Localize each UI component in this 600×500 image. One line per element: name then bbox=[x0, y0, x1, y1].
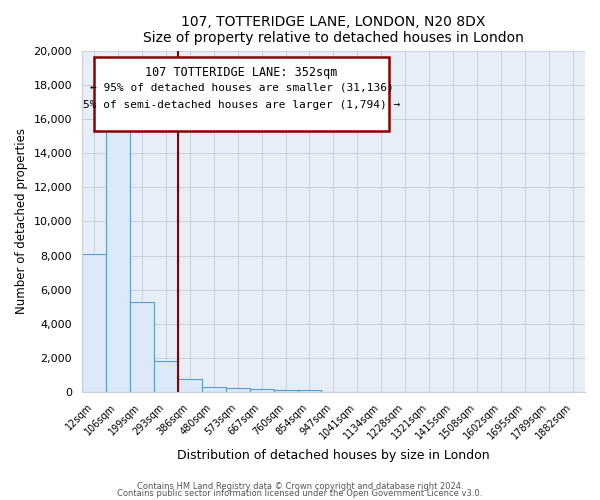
Bar bbox=[178, 378, 202, 392]
FancyBboxPatch shape bbox=[94, 58, 389, 131]
Bar bbox=[202, 386, 226, 392]
Text: Contains HM Land Registry data © Crown copyright and database right 2024.: Contains HM Land Registry data © Crown c… bbox=[137, 482, 463, 491]
Bar bbox=[106, 110, 130, 392]
Text: Contains public sector information licensed under the Open Government Licence v3: Contains public sector information licen… bbox=[118, 490, 482, 498]
Text: ← 95% of detached houses are smaller (31,136): ← 95% of detached houses are smaller (31… bbox=[90, 83, 394, 93]
Text: 5% of semi-detached houses are larger (1,794) →: 5% of semi-detached houses are larger (1… bbox=[83, 100, 400, 110]
Y-axis label: Number of detached properties: Number of detached properties bbox=[15, 128, 28, 314]
Text: 107 TOTTERIDGE LANE: 352sqm: 107 TOTTERIDGE LANE: 352sqm bbox=[145, 66, 338, 79]
Bar bbox=[226, 388, 250, 392]
Bar bbox=[250, 389, 274, 392]
Bar bbox=[274, 390, 298, 392]
Bar bbox=[130, 302, 154, 392]
Bar bbox=[82, 254, 106, 392]
X-axis label: Distribution of detached houses by size in London: Distribution of detached houses by size … bbox=[177, 450, 490, 462]
Title: 107, TOTTERIDGE LANE, LONDON, N20 8DX
Size of property relative to detached hous: 107, TOTTERIDGE LANE, LONDON, N20 8DX Si… bbox=[143, 15, 524, 45]
Bar bbox=[154, 360, 178, 392]
Bar bbox=[298, 390, 322, 392]
